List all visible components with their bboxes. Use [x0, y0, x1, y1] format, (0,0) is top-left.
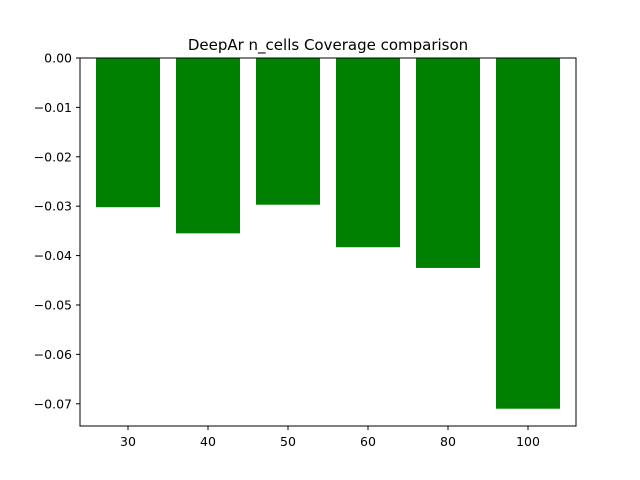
bar-30 — [96, 58, 160, 208]
x-axis: 30 40 50 60 80 100 — [120, 426, 540, 449]
plot-frame — [79, 57, 577, 427]
y-tick-label: −0.07 — [34, 396, 72, 411]
bar-100 — [496, 58, 560, 409]
y-tick-label: 0.00 — [44, 51, 72, 66]
y-tick-label: −0.05 — [34, 297, 72, 312]
y-tick-label: −0.03 — [34, 199, 72, 214]
x-tick-label: 30 — [120, 434, 136, 449]
x-tick-label: 60 — [360, 434, 376, 449]
x-tick-label: 80 — [440, 434, 456, 449]
bar-50 — [256, 58, 320, 205]
bar-80 — [416, 58, 480, 268]
y-tick-label: −0.06 — [34, 347, 72, 362]
y-axis: 0.00 −0.01 −0.02 −0.03 −0.04 −0.05 −0.06 −0.07 — [34, 51, 80, 411]
x-tick-label: 100 — [516, 434, 540, 449]
y-tick-label: −0.04 — [34, 248, 72, 263]
x-tick-label: 40 — [200, 434, 216, 449]
bar-40 — [176, 58, 240, 234]
bar-60 — [336, 58, 400, 248]
bars — [96, 58, 560, 409]
x-tick-label: 50 — [280, 434, 296, 449]
y-tick-label: −0.01 — [34, 100, 72, 115]
y-tick-label: −0.02 — [34, 149, 72, 164]
chart-title: DeepAr n_cells Coverage comparison — [188, 36, 468, 55]
